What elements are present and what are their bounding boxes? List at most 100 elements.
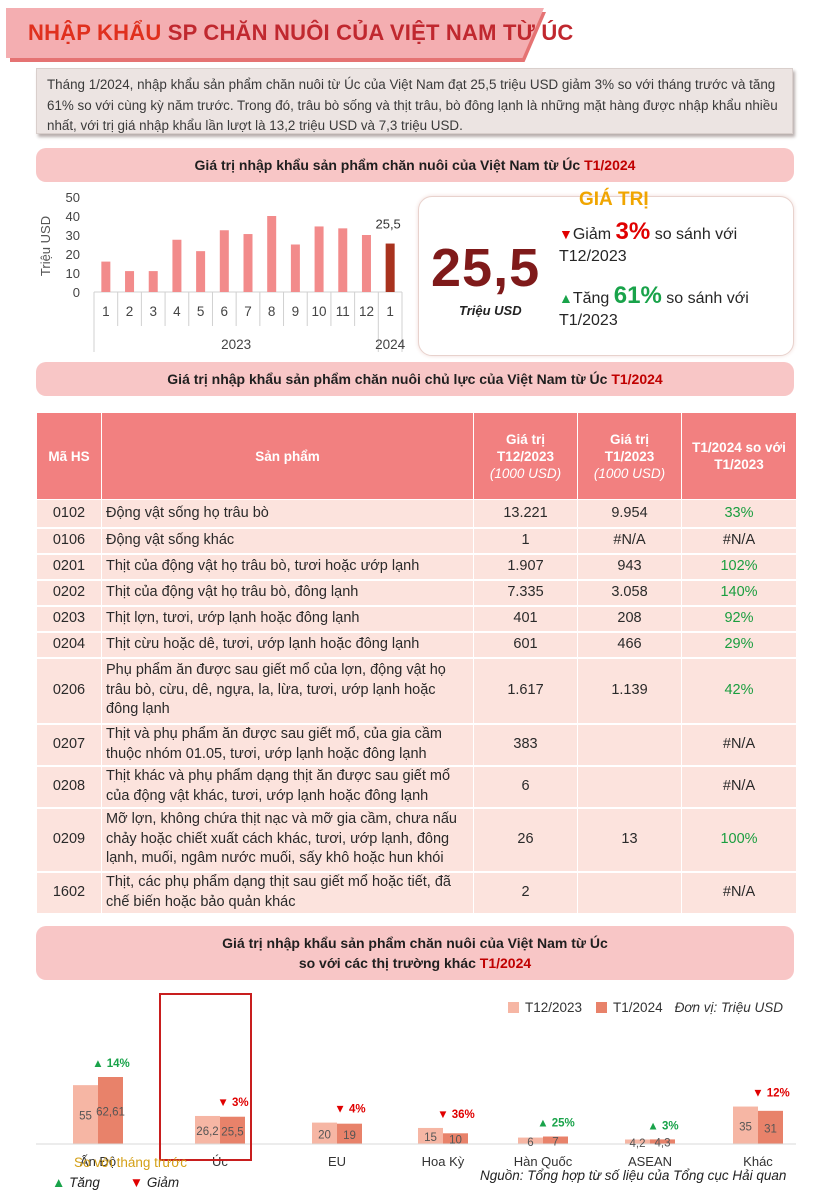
cell-product: Thịt của động vật họ trâu bò, tươi hoặc … — [101, 553, 474, 581]
header-product: Sản phẩm — [101, 412, 474, 500]
cell-value-t12: 1.907 — [473, 553, 578, 581]
bar-month-5 — [196, 251, 206, 292]
table-row: 0201 Thịt của động vật họ trâu bò, tươi … — [36, 553, 797, 581]
cell-value-t12: 26 — [473, 807, 578, 873]
header-compare-line2: T1/2023 — [714, 457, 764, 472]
bar-t1-2 — [337, 1123, 362, 1144]
section-markets-period: T1/2024 — [479, 955, 532, 971]
section-markets-title-line1: Giá trị nhập khẩu sản phẩm chăn nuôi của… — [222, 935, 608, 951]
cell-value-t1: 3.058 — [577, 579, 682, 607]
yoy-ref: T1/2023 — [559, 312, 618, 329]
value-unit: Triệu USD — [459, 303, 522, 318]
bar-data-label: 55 — [79, 1111, 92, 1123]
y-tick-label: 20 — [66, 247, 80, 262]
cell-compare: 140% — [681, 579, 797, 607]
section-monthly-title: Giá trị nhập khẩu sản phẩm chăn nuôi của… — [194, 157, 581, 173]
y-tick-label: 40 — [66, 209, 80, 224]
bar-t12-6 — [733, 1106, 758, 1144]
yoy-verb: Tăng — [572, 290, 610, 307]
x-tick-label: 4 — [173, 304, 181, 319]
change-up-label: ▲ 25% — [537, 1118, 575, 1130]
footnote-legend: ▲ Tăng ▼ Giảm — [52, 1175, 179, 1190]
bar-month-10 — [314, 226, 324, 292]
header-value-t1-unit: (1000 USD) — [593, 465, 666, 481]
cell-value-t1: 208 — [577, 605, 682, 633]
section-monthly-header: Giá trị nhập khẩu sản phẩm chăn nuôi của… — [36, 148, 794, 182]
bar-month-11 — [338, 228, 348, 292]
bar-data-label: 35 — [739, 1121, 752, 1133]
footnote-title: So với tháng trước — [74, 1155, 188, 1170]
cell-compare: 102% — [681, 553, 797, 581]
footnote-up-label: Tăng — [69, 1175, 100, 1190]
table-row: 0206 Phụ phẩm ăn được sau giết mổ của lợ… — [36, 657, 797, 725]
cell-value-t12: 1 — [473, 527, 578, 555]
cell-value-t12: 1.617 — [473, 657, 578, 725]
change-down-label: ▼ 12% — [752, 1088, 790, 1100]
cell-code: 0206 — [36, 657, 102, 725]
cell-product: Thịt của động vật họ trâu bò, đông lạnh — [101, 579, 474, 607]
bar-t1-3 — [443, 1133, 468, 1144]
cell-product: Phụ phẩm ăn được sau giết mổ của lợn, độ… — [101, 657, 474, 725]
header-value-t12-line2: T12/2023 — [496, 448, 555, 464]
highlight-frame-uc — [159, 993, 252, 1161]
section-markets-title-line2: so với các thị trường khác — [298, 955, 476, 971]
x-tick-label: 3 — [149, 304, 157, 319]
cell-compare: #N/A — [681, 871, 797, 915]
bar-t12-1 — [195, 1115, 220, 1144]
up-triangle-icon: ▲ — [52, 1175, 66, 1190]
section-products-header: Giá trị nhập khẩu sản phẩm chăn nuôi chủ… — [36, 362, 794, 396]
bar-data-label: 20 — [318, 1129, 331, 1141]
change-down-label: ▼ 4% — [334, 1104, 365, 1116]
cell-code: 0106 — [36, 527, 102, 555]
x-group-label: 2024 — [375, 337, 406, 352]
section-markets-header: Giá trị nhập khẩu sản phẩm chăn nuôi của… — [36, 926, 794, 980]
bar-data-label: 31 — [764, 1123, 777, 1135]
cell-product: Động vật sống họ trâu bò — [101, 499, 474, 529]
bar-t1-6 — [758, 1110, 783, 1144]
cell-product: Thịt cừu hoặc dê, tươi, ướp lạnh hoặc đô… — [101, 631, 474, 659]
cell-value-t12: 2 — [473, 871, 578, 915]
table-row: 0204 Thịt cừu hoặc dê, tươi, ướp lạnh ho… — [36, 631, 797, 659]
change-up-label: ▲ 3% — [647, 1120, 678, 1132]
bar-data-label: 4,3 — [655, 1138, 671, 1150]
x-tick-label: Úc — [212, 1154, 228, 1169]
cell-code: 0207 — [36, 723, 102, 767]
value-number: 25,5 — [431, 238, 541, 298]
footnote-down-label: Giảm — [146, 1175, 180, 1190]
page-title: NHẬP KHẨU SP CHĂN NUÔI CỦA VIỆT NAM TỪ Ú… — [28, 20, 574, 46]
y-tick-label: 0 — [73, 285, 80, 300]
bar-t12-3 — [418, 1127, 443, 1144]
header-value-t1: Giá trị T1/2023 (1000 USD) — [577, 412, 682, 500]
cell-value-t1: 9.954 — [577, 499, 682, 529]
legend-label-t12: T12/2023 — [525, 1000, 583, 1015]
cell-value-t1: 1.139 — [577, 657, 682, 725]
cell-compare: #N/A — [681, 765, 797, 809]
up-arrow-icon: ▲ — [559, 290, 573, 306]
table-row: 0102 Động vật sống họ trâu bò 13.221 9.9… — [36, 499, 797, 529]
yoy-pct: 61% — [613, 282, 662, 309]
x-tick-label: 8 — [268, 304, 276, 319]
page-title-highlight: NHẬP KHẨU — [28, 20, 162, 45]
table-row: 0203 Thịt lợn, tươi, ướp lạnh hoặc đông … — [36, 605, 797, 633]
mom-tail: so sánh với — [654, 226, 738, 243]
header-value-t12: Giá trị T12/2023 (1000 USD) — [473, 412, 578, 500]
x-tick-label: EU — [328, 1154, 346, 1169]
x-tick-label: 10 — [312, 304, 327, 319]
change-down-label: ▼ 36% — [437, 1109, 475, 1121]
x-tick-label: 2 — [126, 304, 134, 319]
markets-bar-chart: 55 62,61 Ấn Độ ▲ 14% 26,2 25,5 Úc ▼ 3% 20 19 EU ▼ 4… — [36, 1058, 796, 1169]
cell-value-t12: 401 — [473, 605, 578, 633]
cell-product: Thịt khác và phụ phẩm dạng thịt ăn được … — [101, 765, 474, 809]
cell-value-t12: 601 — [473, 631, 578, 659]
section-monthly-period: T1/2024 — [584, 157, 636, 173]
cell-code: 0102 — [36, 499, 102, 529]
mom-comparison: ▼Giảm 3% so sánh với T12/2023 — [559, 220, 789, 268]
x-tick-label: Khác — [743, 1154, 773, 1169]
value-box: GIÁ TRỊ 25,5 Triệu USD ▼Giảm 3% so sánh … — [418, 189, 794, 356]
title-banner: NHẬP KHẨU SP CHĂN NUÔI CỦA VIỆT NAM TỪ Ú… — [6, 8, 573, 64]
x-tick-label: 11 — [336, 304, 350, 319]
y-tick-label: 50 — [66, 190, 80, 205]
summary-text: Tháng 1/2024, nhập khẩu sản phẩm chăn nu… — [36, 68, 793, 134]
header-compare: T1/2024 so với T1/2023 — [681, 412, 797, 500]
